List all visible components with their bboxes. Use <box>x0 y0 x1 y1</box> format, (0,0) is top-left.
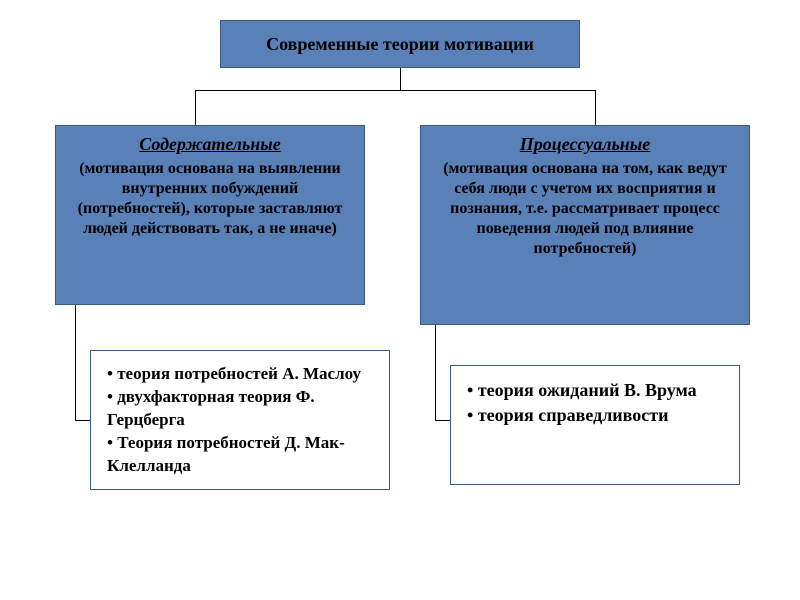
root-box: Современные теории мотивации <box>220 20 580 68</box>
category-left-title: Содержательные <box>70 134 350 155</box>
list-right-item: • теория ожиданий В. Врума <box>467 378 723 403</box>
category-right-box: Процессуальные (мотивация основана на то… <box>420 125 750 325</box>
category-left-desc: (мотивация основана на выявлении внутрен… <box>70 159 350 239</box>
category-right-desc: (мотивация основана на том, как ведут се… <box>435 159 735 259</box>
category-right-title: Процессуальные <box>435 134 735 155</box>
list-left-item: • теория потребностей А. Маслоу <box>107 363 373 386</box>
list-left-item: • двухфакторная теория Ф. Герцберга <box>107 386 373 432</box>
list-left-box: • теория потребностей А. Маслоу • двухфа… <box>90 350 390 490</box>
list-right-item: • теория справедливости <box>467 403 723 428</box>
list-right-box: • теория ожиданий В. Врума • теория спра… <box>450 365 740 485</box>
list-left-item: • Теория потребностей Д. Мак-Клелланда <box>107 432 373 478</box>
root-title: Современные теории мотивации <box>266 34 534 55</box>
category-left-box: Содержательные (мотивация основана на вы… <box>55 125 365 305</box>
